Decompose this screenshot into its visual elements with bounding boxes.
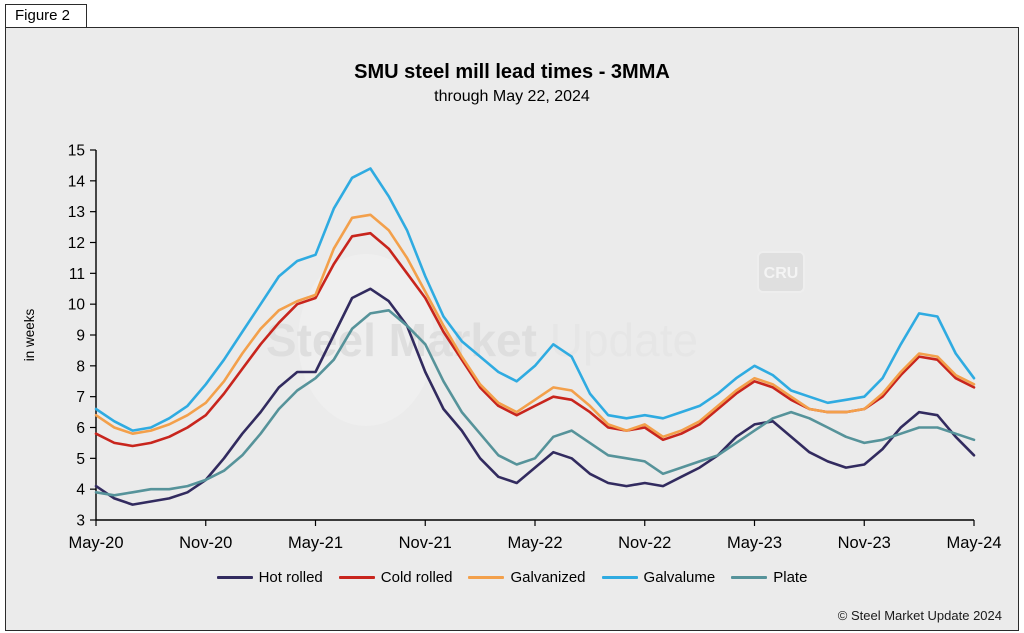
legend-label: Galvalume xyxy=(643,569,716,586)
y-tick-label: 4 xyxy=(76,482,85,499)
legend-label: Cold rolled xyxy=(380,569,453,586)
legend-item-galvanized: Galvanized xyxy=(468,569,586,586)
y-tick-label: 11 xyxy=(69,266,85,283)
legend-swatch-cold-rolled xyxy=(338,576,375,579)
y-tick-label: 3 xyxy=(76,513,85,530)
x-tick-label: May-20 xyxy=(68,534,123,552)
x-tick-label: Nov-20 xyxy=(179,534,232,552)
legend-item-hot-rolled: Hot rolled xyxy=(216,569,323,586)
figure-label: Figure 2 xyxy=(5,4,88,28)
watermark-text: Steel Market Update xyxy=(266,314,698,366)
y-tick-label: 8 xyxy=(76,358,85,375)
y-axis-label: in weeks xyxy=(22,308,37,361)
svg-text:CRU: CRU xyxy=(764,265,799,282)
x-tick-label: May-21 xyxy=(288,534,343,552)
x-tick-label: May-24 xyxy=(946,534,1001,552)
series-line-galvalume xyxy=(94,167,976,432)
chart-subtitle: through May 22, 2024 xyxy=(434,88,590,105)
y-tick-label: 13 xyxy=(68,204,85,221)
copyright: © Steel Market Update 2024 xyxy=(837,608,1002,623)
y-tick-label: 5 xyxy=(76,451,85,468)
legend-item-cold-rolled: Cold rolled xyxy=(338,569,453,586)
y-tick-label: 6 xyxy=(76,420,85,437)
watermark: Steel Market Update xyxy=(266,254,698,426)
y-tick-label: 12 xyxy=(68,235,85,252)
chart-svg: Steel Market Update CRU 3 4 5 6 7 8 9 10 11 12 13 14 1… xyxy=(22,143,1002,553)
cru-watermark-icon: CRU xyxy=(757,251,805,293)
x-tick-label: Nov-21 xyxy=(399,534,452,552)
legend-swatch-plate xyxy=(731,576,768,579)
legend-item-galvalume: Galvalume xyxy=(601,569,716,586)
legend-item-plate: Plate xyxy=(731,569,807,586)
y-tick-label: 7 xyxy=(76,389,85,406)
legend-swatch-galvalume xyxy=(601,576,638,579)
x-tick-label: Nov-22 xyxy=(618,534,671,552)
y-tick-label: 10 xyxy=(68,297,86,314)
y-tick-label: 9 xyxy=(76,328,85,345)
series-line-galvanized xyxy=(94,213,976,439)
y-tick-label: 15 xyxy=(68,143,85,160)
x-tick-label: May-23 xyxy=(727,534,782,552)
series-line-hot-rolled xyxy=(94,287,976,506)
chart-title: SMU steel mill lead times - 3MMA xyxy=(354,61,670,83)
legend-label: Plate xyxy=(773,569,808,586)
y-tick-label: 14 xyxy=(68,173,86,190)
x-tick-label: May-22 xyxy=(507,534,562,552)
legend-label: Galvanized xyxy=(510,569,586,586)
series-line-plate xyxy=(94,309,976,497)
figure-container: SMU steel mill lead times - 3MMA through… xyxy=(5,27,1019,631)
legend-swatch-hot-rolled xyxy=(216,576,253,579)
legend-swatch-galvanized xyxy=(468,576,505,579)
legend-label: Hot rolled xyxy=(258,569,323,586)
legend: Hot rolled Cold rolled Galvanized Galvalume… xyxy=(6,569,1018,586)
x-tick-label: Nov-23 xyxy=(838,534,891,552)
